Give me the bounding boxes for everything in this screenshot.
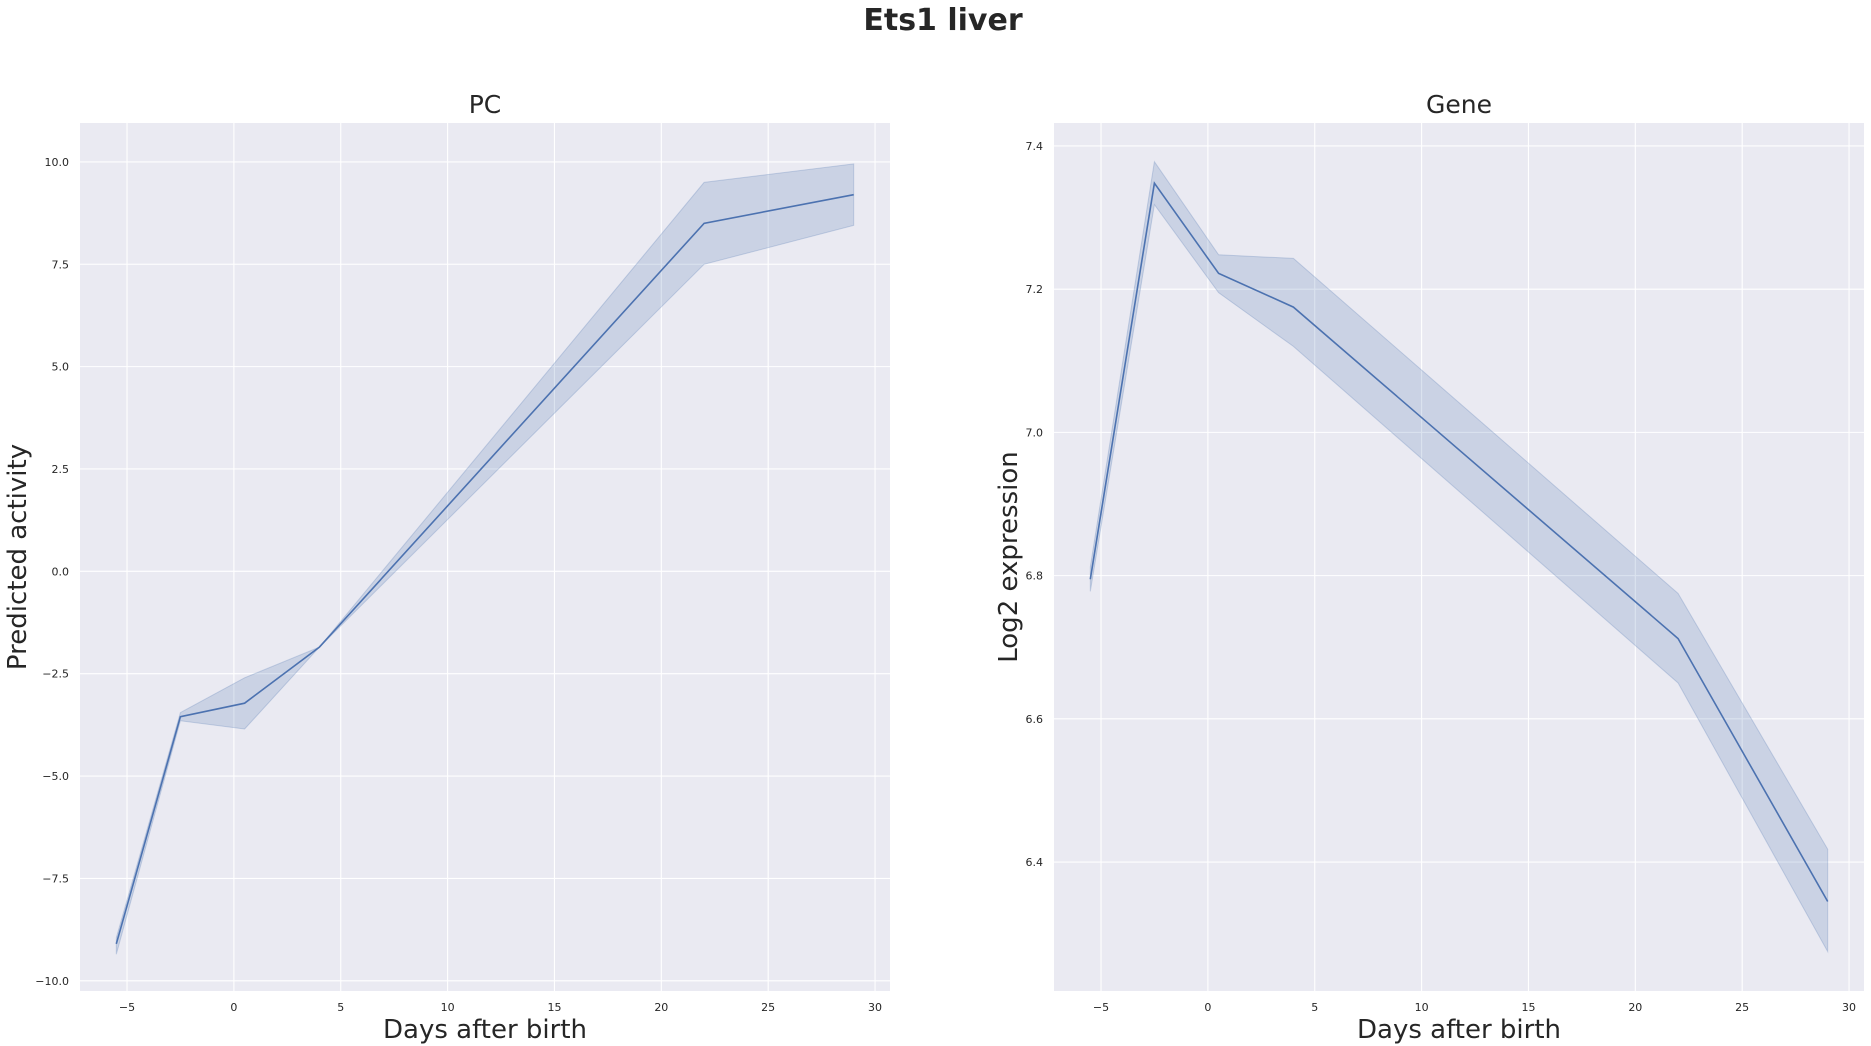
y-tick-label: −7.5 <box>42 872 69 885</box>
plot-area-pc <box>80 123 890 991</box>
y-tick-label: 7.2 <box>1026 283 1044 296</box>
x-tick-label: 30 <box>1842 1001 1856 1014</box>
x-tick-label: 10 <box>1415 1001 1429 1014</box>
panel-title: Gene <box>1426 90 1492 119</box>
y-tick-label: 5.0 <box>52 361 70 374</box>
y-tick-label: 6.6 <box>1026 713 1044 726</box>
x-tick-label: 5 <box>337 1001 344 1014</box>
confidence-band <box>115 163 855 955</box>
confidence-band <box>1089 160 1829 954</box>
x-tick-label: 20 <box>654 1001 668 1014</box>
panel-gene: −5 0 5 10 15 20 25 30 6.4 6.6 6.8 7.0 7.2 7.4 Gene Days… <box>994 90 1864 1045</box>
y-tick-label: 6.8 <box>1026 570 1044 583</box>
series-line <box>115 193 854 945</box>
panel-pc: −5 0 5 10 15 20 25 30 −10.0 −7.5 −5.0 −2.5 0.0 2.5 5.0… <box>3 90 890 1045</box>
y-tick-label: 0.0 <box>52 565 70 578</box>
x-tick-label: 25 <box>1735 1001 1749 1014</box>
x-tick-label: 25 <box>761 1001 775 1014</box>
x-tick-label: −5 <box>1093 1001 1109 1014</box>
y-tick-label: 7.5 <box>52 258 70 271</box>
y-tick-label: 7.0 <box>1026 426 1044 439</box>
x-tick-label: 0 <box>230 1001 237 1014</box>
y-tick-label: 2.5 <box>52 463 70 476</box>
x-tick-label: 0 <box>1204 1001 1211 1014</box>
y-tick-label: −10.0 <box>35 975 69 988</box>
plot-area-gene <box>1054 123 1864 991</box>
x-tick-label: 15 <box>547 1001 561 1014</box>
figure-title: Ets1 liver <box>863 3 1022 38</box>
y-tick-label: −2.5 <box>42 668 69 681</box>
x-tick-label: 5 <box>1311 1001 1318 1014</box>
y-tick-label: 10.0 <box>45 156 70 169</box>
y-axis-label: Predicted activity <box>3 444 33 670</box>
x-tick-label: 15 <box>1521 1001 1535 1014</box>
y-tick-label: 6.4 <box>1026 856 1044 869</box>
x-tick-label: 10 <box>441 1001 455 1014</box>
y-tick-label: −5.0 <box>42 770 69 783</box>
y-axis-label: Log2 expression <box>994 451 1024 663</box>
x-tick-label: 20 <box>1628 1001 1642 1014</box>
x-axis-label: Days after birth <box>383 1015 587 1045</box>
panel-title: PC <box>469 90 502 119</box>
x-tick-label: 30 <box>868 1001 882 1014</box>
x-axis-label: Days after birth <box>1357 1015 1561 1045</box>
series-line <box>1089 181 1829 902</box>
x-tick-label: −5 <box>119 1001 135 1014</box>
y-tick-label: 7.4 <box>1026 140 1044 153</box>
